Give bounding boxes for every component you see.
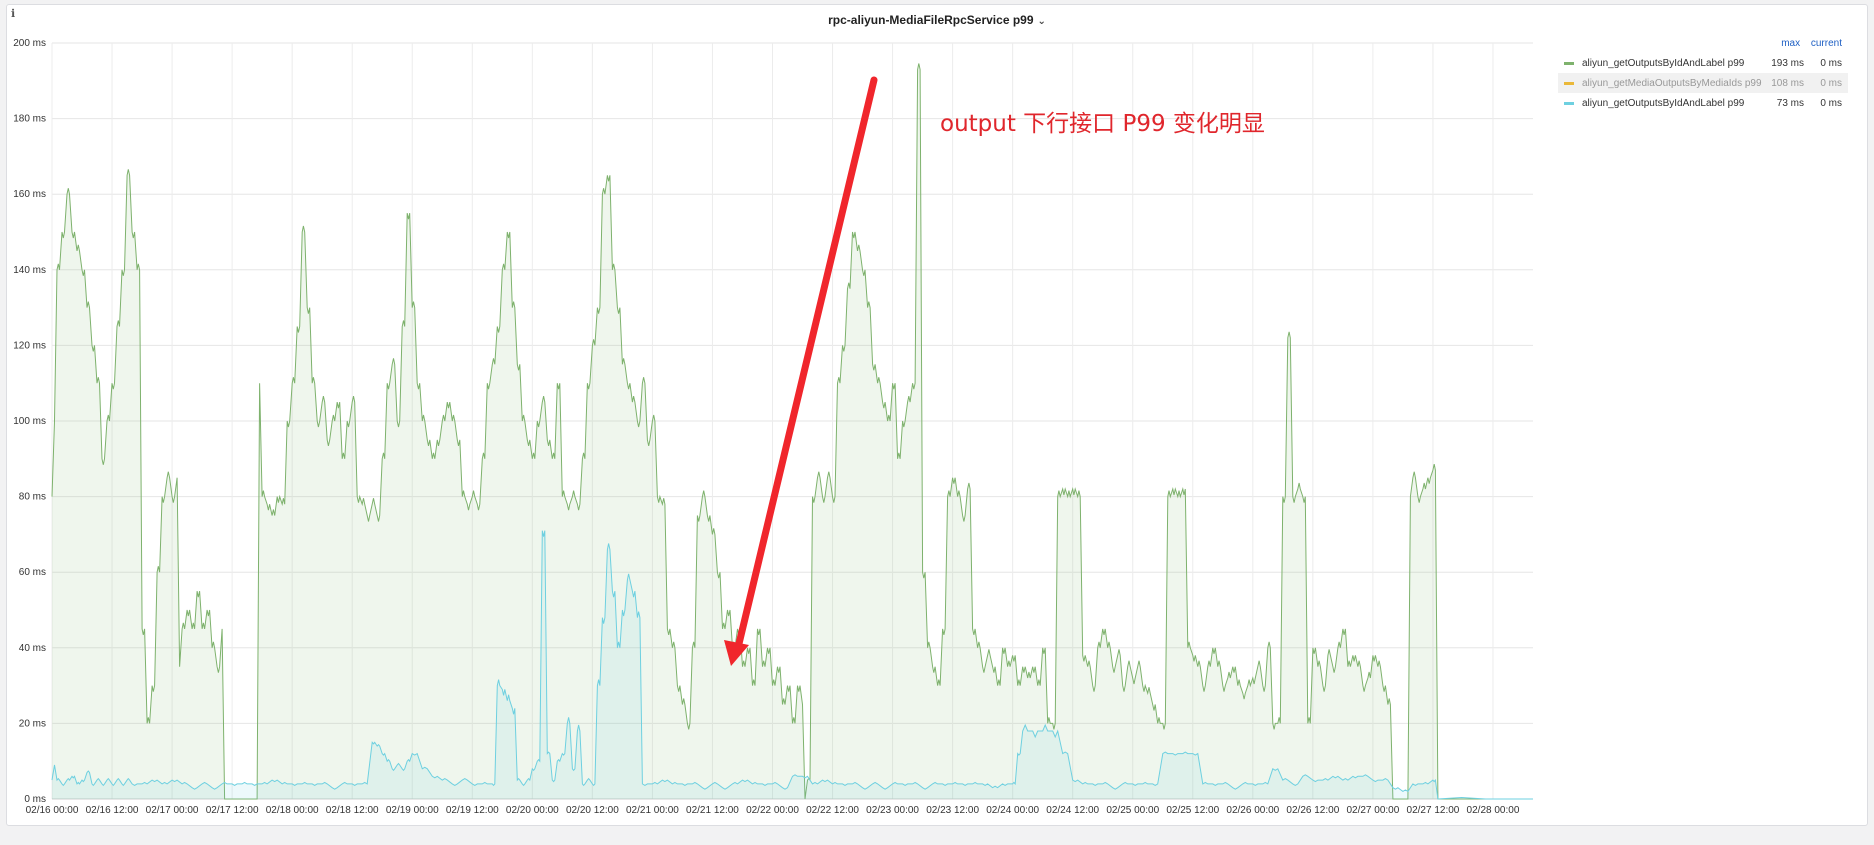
x-tick-label: 02/16 12:00 <box>86 805 139 816</box>
legend-item[interactable]: aliyun_getOutputsByIdAndLabel p99 193 ms 0… <box>1558 53 1848 73</box>
x-tick-label: 02/23 00:00 <box>866 805 919 816</box>
x-tick-label: 02/22 12:00 <box>806 805 859 816</box>
y-tick-label: 160 ms <box>13 189 46 200</box>
legend-series-name[interactable]: aliyun_getOutputsByIdAndLabel p99 <box>1582 97 1745 109</box>
annotation-text: output 下行接口 P99 变化明显 <box>940 111 1265 137</box>
x-tick-label: 02/26 12:00 <box>1286 805 1339 816</box>
legend-max-value: 108 ms <box>1771 77 1804 89</box>
y-tick-label: 80 ms <box>19 492 46 503</box>
panel-title[interactable]: rpc-aliyun-MediaFileRpcService p99 ⌄ <box>7 13 1867 27</box>
series-layer <box>51 63 1533 800</box>
series-2-line <box>51 530 1533 800</box>
annotation-arrow <box>724 76 878 666</box>
y-tick-label: 0 ms <box>24 794 46 805</box>
x-tick-label: 02/25 12:00 <box>1166 805 1219 816</box>
x-tick-label: 02/24 12:00 <box>1046 805 1099 816</box>
legend-header-max[interactable]: max <box>1781 38 1801 49</box>
legend: max current aliyun_getOutputsByIdAndLabe… <box>1558 38 1848 113</box>
series-0-area <box>52 63 1533 799</box>
x-tick-label: 02/28 00:00 <box>1467 805 1520 816</box>
x-tick-label: 02/25 00:00 <box>1106 805 1159 816</box>
x-tick-label: 02/22 00:00 <box>746 805 799 816</box>
legend-current-value: 0 ms <box>1820 97 1842 109</box>
y-tick-label: 200 ms <box>13 38 46 49</box>
x-tick-label: 02/24 00:00 <box>986 805 1039 816</box>
x-tick-label: 02/16 00:00 <box>26 805 79 816</box>
series-0-line <box>51 63 1533 800</box>
x-tick-label: 02/18 00:00 <box>266 805 319 816</box>
legend-header-current[interactable]: current <box>1810 38 1842 49</box>
legend-current-value: 0 ms <box>1820 57 1842 69</box>
legend-color-swatch[interactable] <box>1564 101 1574 105</box>
legend-color-swatch[interactable] <box>1564 61 1574 65</box>
y-tick-label: 20 ms <box>19 718 46 729</box>
x-tick-label: 02/17 12:00 <box>206 805 259 816</box>
y-tick-label: 100 ms <box>13 416 46 427</box>
legend-color-swatch[interactable] <box>1564 81 1574 85</box>
y-tick-label: 180 ms <box>13 114 46 125</box>
x-tick-label: 02/19 12:00 <box>446 805 499 816</box>
x-tick-label: 02/27 12:00 <box>1407 805 1460 816</box>
panel-title-text: rpc-aliyun-MediaFileRpcService p99 <box>828 13 1034 27</box>
x-tick-label: 02/19 00:00 <box>386 805 439 816</box>
info-icon[interactable]: ℹ <box>11 7 16 20</box>
legend-max-value: 73 ms <box>1776 97 1804 109</box>
y-tick-label: 60 ms <box>19 567 46 578</box>
x-tick-label: 02/26 00:00 <box>1226 805 1279 816</box>
legend-item[interactable]: aliyun_getMediaOutputsByMediaIds p99 108 … <box>1558 73 1848 93</box>
legend-header: max current <box>1558 38 1848 53</box>
x-tick-label: 02/23 12:00 <box>926 805 979 816</box>
x-tick-label: 02/21 12:00 <box>686 805 739 816</box>
y-tick-label: 120 ms <box>13 340 46 351</box>
x-tick-label: 02/17 00:00 <box>146 805 199 816</box>
x-tick-label: 02/21 00:00 <box>626 805 679 816</box>
y-axis-ticks: 0 ms 20 ms 40 ms 60 ms 80 ms 100 ms 120 ms 140 … <box>13 38 46 805</box>
y-tick-label: 40 ms <box>19 643 46 654</box>
x-tick-label: 02/20 00:00 <box>506 805 559 816</box>
chevron-down-icon: ⌄ <box>1037 16 1046 27</box>
x-tick-label: 02/18 12:00 <box>326 805 379 816</box>
x-tick-label: 02/20 12:00 <box>566 805 619 816</box>
y-tick-label: 140 ms <box>13 265 46 276</box>
legend-series-name[interactable]: aliyun_getOutputsByIdAndLabel p99 <box>1582 57 1745 69</box>
x-axis-ticks: 02/16 00:00 02/16 12:00 02/17 00:00 02/17 1… <box>26 805 1520 816</box>
x-tick-label: 02/27 00:00 <box>1346 805 1399 816</box>
legend-current-value: 0 ms <box>1820 77 1842 89</box>
legend-series-name[interactable]: aliyun_getMediaOutputsByMediaIds p99 <box>1582 77 1762 89</box>
legend-item[interactable]: aliyun_getOutputsByIdAndLabel p99 73 ms 0 … <box>1558 93 1848 113</box>
legend-max-value: 193 ms <box>1771 57 1804 69</box>
